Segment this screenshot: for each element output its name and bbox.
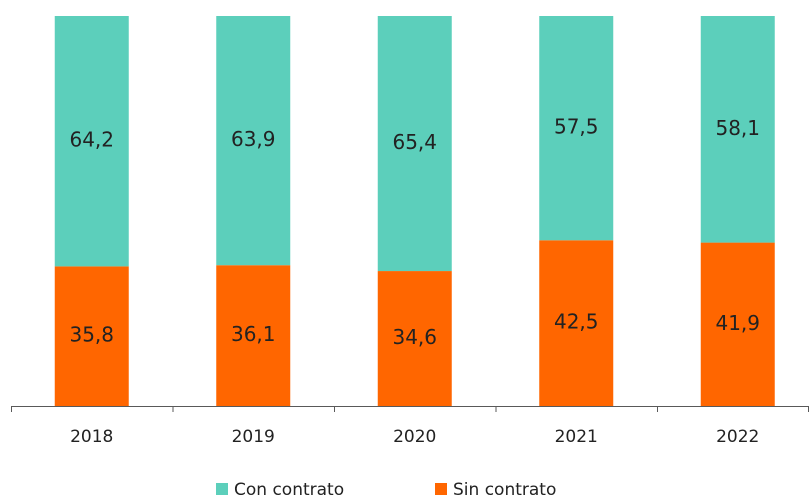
bar-segment <box>700 242 775 406</box>
bar-segment <box>377 16 452 272</box>
legend-swatch <box>435 483 447 495</box>
data-label: 34,6 <box>392 325 437 349</box>
data-label: 35,8 <box>69 323 114 347</box>
x-tick-label: 2019 <box>232 427 275 447</box>
data-label: 64,2 <box>69 128 114 152</box>
x-tick-label: 2021 <box>555 427 598 447</box>
legend-label: Con contrato <box>234 480 344 500</box>
x-tick-label: 2022 <box>716 427 759 447</box>
data-label: 36,1 <box>231 322 276 346</box>
data-label: 57,5 <box>554 115 599 139</box>
legend-swatch <box>216 483 228 495</box>
bar-segment <box>700 16 775 243</box>
bar-segment <box>377 271 452 406</box>
data-label: 42,5 <box>554 310 599 334</box>
bar-segment <box>539 240 614 406</box>
data-label: 41,9 <box>715 311 760 335</box>
x-tick-label: 2020 <box>393 427 436 447</box>
bar-segment <box>216 265 291 406</box>
data-label: 65,4 <box>392 130 437 154</box>
data-label: 58,1 <box>715 116 760 140</box>
data-label: 63,9 <box>231 127 276 151</box>
x-tick-label: 2018 <box>70 427 113 447</box>
bar-segment <box>54 266 129 406</box>
bar-segment <box>54 16 129 267</box>
bar-segment <box>539 16 614 241</box>
bar-segment <box>216 16 291 266</box>
legend-label: Sin contrato <box>453 480 556 500</box>
